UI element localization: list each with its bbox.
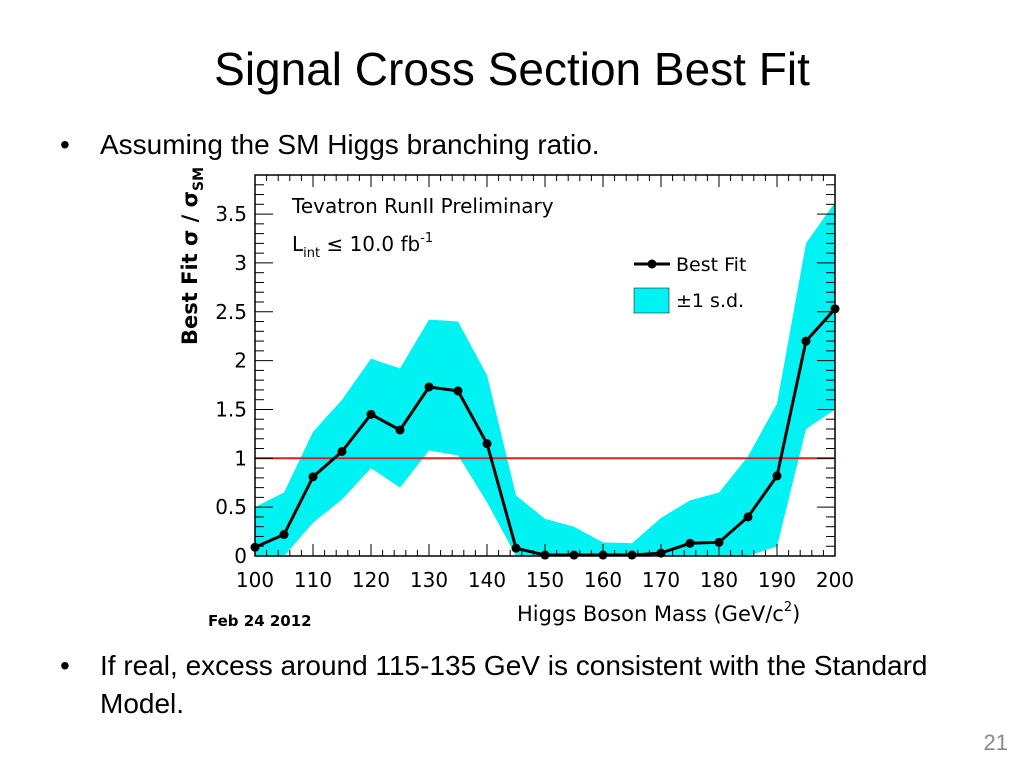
best-fit-point	[424, 382, 434, 392]
legend-band-label: ±1 s.d.	[676, 290, 744, 312]
x-tick-label: 120	[352, 568, 390, 592]
y-tick-label: 1	[234, 446, 247, 470]
uncertainty-band	[255, 202, 835, 556]
y-tick-label: 0	[234, 544, 247, 568]
slide-title: Signal Cross Section Best Fit	[214, 43, 810, 95]
page-number: 21	[983, 730, 1008, 755]
legend-marker-swatch	[647, 259, 657, 269]
best-fit-point	[511, 543, 521, 553]
best-fit-point	[569, 550, 579, 560]
x-axis-label: Higgs Boson Mass (GeV/c2)	[517, 600, 800, 626]
best-fit-point	[279, 530, 289, 540]
best-fit-line-layer	[250, 304, 840, 560]
bullet-text: If real, excess around 115-135 GeV is co…	[100, 650, 928, 719]
x-tick-label: 160	[584, 568, 622, 592]
best-fit-point	[772, 471, 782, 481]
bullet-item: • If real, excess around 115-135 GeV is …	[60, 647, 940, 723]
best-fit-point	[453, 386, 463, 396]
experiment-label: Tevatron RunII Preliminary	[291, 194, 554, 218]
x-tick-label: 150	[526, 568, 564, 592]
best-fit-point	[395, 425, 405, 435]
x-tick-label: 140	[468, 568, 506, 592]
bullet-dot: •	[60, 650, 70, 681]
uncertainty-band-layer	[255, 202, 835, 556]
best-fit-point	[685, 538, 695, 548]
axis-ticks: 100 110 120 130 140 150 160 170 180 190 200 0 0.5 1 1.…	[215, 175, 854, 592]
x-tick-label: 110	[294, 568, 332, 592]
best-fit-point	[482, 439, 492, 449]
best-fit-point	[308, 472, 318, 482]
y-tick-label: 1.5	[215, 397, 247, 421]
luminosity-label: Lint ≤ 10.0 fb-1	[292, 231, 433, 261]
x-tick-label: 200	[816, 568, 854, 592]
y-tick-label: 3	[234, 251, 247, 275]
x-tick-label: 130	[410, 568, 448, 592]
date-stamp: Feb 24 2012	[208, 612, 312, 630]
x-tick-label: 100	[236, 568, 274, 592]
legend-band-swatch	[633, 287, 670, 314]
y-tick-label: 2.5	[215, 300, 247, 324]
legend-best-fit-label: Best Fit	[676, 254, 746, 276]
y-tick-label: 2	[234, 349, 247, 373]
best-fit-point	[366, 409, 376, 419]
best-fit-point	[337, 446, 347, 456]
x-tick-label: 180	[700, 568, 738, 592]
bullet-dot: •	[60, 129, 70, 160]
y-tick-label: 3.5	[215, 202, 247, 226]
x-tick-label: 190	[758, 568, 796, 592]
best-fit-point	[627, 550, 637, 560]
best-fit-point	[801, 336, 811, 346]
y-axis-label: Best Fit σ / σSM	[178, 167, 207, 345]
x-tick-label: 170	[642, 568, 680, 592]
best-fit-point	[743, 512, 753, 522]
y-tick-label: 0.5	[215, 495, 247, 519]
bullet-text: Assuming the SM Higgs branching ratio.	[100, 129, 600, 160]
best-fit-point	[714, 537, 724, 547]
bullet-item: • Assuming the SM Higgs branching ratio.	[60, 126, 600, 164]
